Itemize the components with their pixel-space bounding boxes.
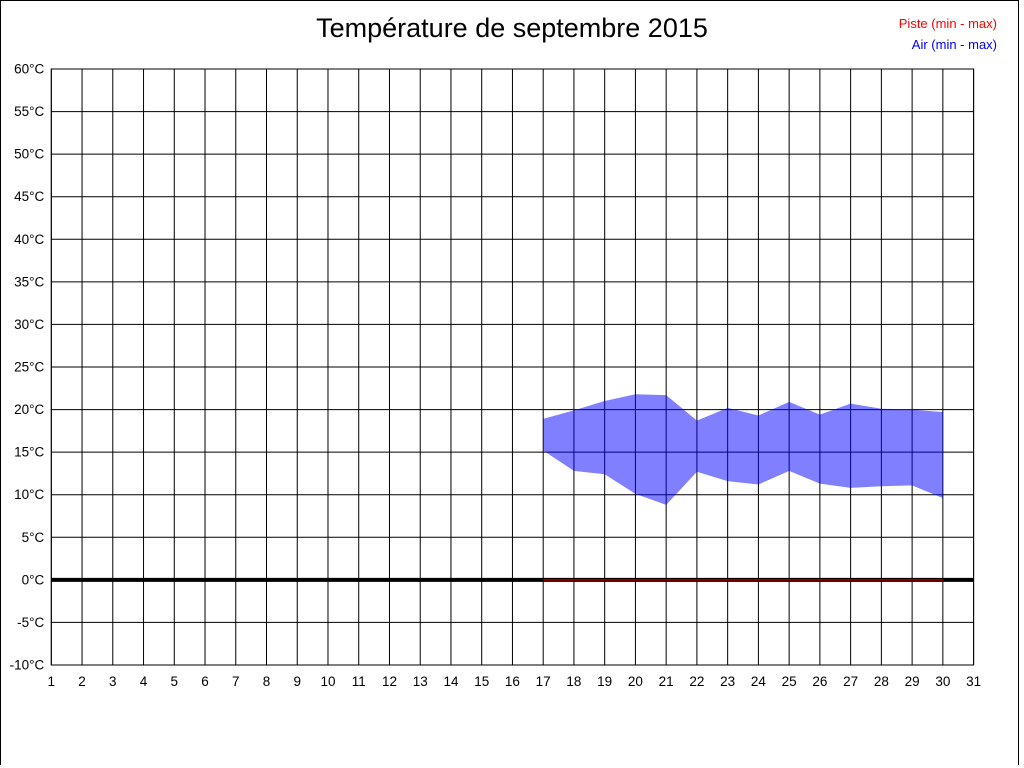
x-axis-tick-label: 16	[505, 674, 520, 689]
x-axis-tick-label: 25	[782, 674, 797, 689]
x-axis-tick-label: 17	[536, 674, 551, 689]
y-axis-tick-label: 20°C	[14, 402, 44, 417]
plot-border	[50, 68, 975, 666]
y-axis-tick-label: -10°C	[10, 658, 45, 673]
x-axis-tick-label: 3	[109, 674, 117, 689]
y-axis-tick-label: 0°C	[22, 572, 45, 587]
x-axis-tick-label: 8	[263, 674, 271, 689]
y-axis-tick-label: 55°C	[14, 104, 44, 119]
legend-item-air: Air (min - max)	[899, 34, 997, 55]
x-axis-tick-label: 6	[201, 674, 209, 689]
y-axis-tick-label: 15°C	[14, 445, 44, 460]
x-axis-tick-label: 23	[720, 674, 735, 689]
x-axis-tick-label: 10	[320, 674, 335, 689]
x-axis-tick-label: 5	[171, 674, 179, 689]
x-axis-tick-label: 9	[293, 674, 301, 689]
x-axis-tick-label: 4	[140, 674, 148, 689]
x-axis-tick-label: 20	[628, 674, 643, 689]
x-axis-tick-label: 11	[352, 674, 366, 689]
x-axis-tick-label: 7	[232, 674, 240, 689]
x-axis-tick-label: 13	[413, 674, 428, 689]
y-axis-tick-label: 45°C	[14, 189, 44, 204]
y-axis-tick-label: -5°C	[17, 615, 44, 630]
y-axis-tick-label: 35°C	[14, 274, 44, 289]
x-axis-tick-label: 21	[659, 674, 674, 689]
y-axis-tick-label: 30°C	[14, 317, 44, 332]
x-axis-tick-label: 19	[597, 674, 612, 689]
x-axis-tick-label: 30	[935, 674, 950, 689]
legend: Piste (min - max) Air (min - max)	[899, 13, 997, 55]
x-axis-tick-label: 2	[78, 674, 86, 689]
x-axis-tick-label: 1	[48, 674, 56, 689]
x-axis-tick-label: 15	[474, 674, 489, 689]
x-axis-tick-label: 24	[751, 674, 767, 689]
x-axis-tick-label: 26	[812, 674, 827, 689]
x-axis-tick-label: 14	[443, 674, 459, 689]
series-band-air	[543, 394, 943, 505]
x-axis-tick-label: 28	[874, 674, 889, 689]
legend-label-air: Air (min - max)	[911, 37, 997, 52]
x-axis-tick-label: 27	[843, 674, 858, 689]
x-axis-tick-label: 18	[566, 674, 581, 689]
x-axis-tick-label: 31	[966, 674, 981, 689]
y-axis-tick-label: 10°C	[14, 487, 44, 502]
chart-title: Température de septembre 2015	[316, 13, 708, 43]
y-axis-tick-label: 25°C	[14, 360, 44, 375]
y-axis-tick-label: 5°C	[22, 530, 45, 545]
x-axis-tick-label: 29	[905, 674, 920, 689]
legend-item-piste: Piste (min - max)	[899, 13, 997, 34]
y-axis-tick-label: 50°C	[14, 147, 44, 162]
y-axis-tick-label: 60°C	[14, 62, 44, 77]
x-axis-tick-label: 22	[689, 674, 704, 689]
legend-label-piste: Piste (min - max)	[898, 16, 997, 31]
y-axis-tick-label: 40°C	[14, 232, 44, 247]
x-axis-tick-label: 12	[382, 674, 397, 689]
